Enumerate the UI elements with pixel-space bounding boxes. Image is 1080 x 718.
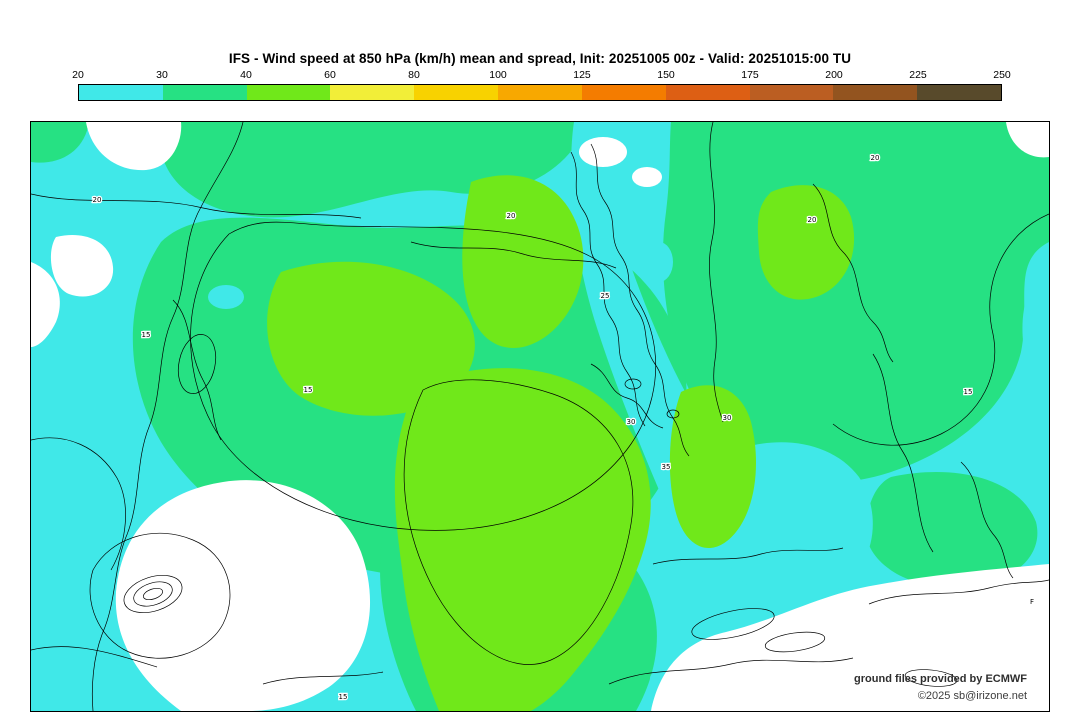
- contour-label: 25: [601, 292, 610, 300]
- colorbar-segment: [246, 85, 331, 100]
- map-panel: 20 15 15 15 20 25 30 35 30 20 20 15 F ground files p…: [30, 121, 1050, 712]
- colorbar-tick-label: 225: [909, 69, 927, 81]
- colorbar-tick-label: 250: [993, 69, 1011, 81]
- contour-label: F: [1030, 598, 1034, 606]
- map-title: IFS - Wind speed at 850 hPa (km/h) mean …: [228, 51, 852, 66]
- colorbar-tick-label: 20: [72, 69, 84, 81]
- colorbar-tick-label: 200: [825, 69, 843, 81]
- contour-label: 15: [304, 386, 313, 394]
- attribution-copyright: ©2025 sb@irizone.net: [917, 689, 1027, 702]
- colorbar-tick-label: 30: [156, 69, 168, 81]
- colorbar-ticks: 20 30 40 60 80 100 125 150 175 200 225 250: [72, 69, 1011, 82]
- contour-label: 30: [627, 418, 636, 426]
- contour-label: 20: [507, 212, 516, 220]
- colorbar-tick-label: 60: [324, 69, 336, 81]
- colorbar-segment: [162, 85, 247, 100]
- colorbar-tick-label: 150: [657, 69, 675, 81]
- attribution-source: ground files provided by ECMWF: [854, 672, 1027, 685]
- colorbar-segment: [330, 85, 415, 100]
- colorbar-tick-label: 100: [489, 69, 507, 81]
- colorbar-tick-label: 80: [408, 69, 420, 81]
- contour-label: 20: [808, 216, 817, 224]
- contour-label: 35: [662, 463, 671, 471]
- contour-label: 20: [871, 154, 880, 162]
- colorbar-segment: [414, 85, 499, 100]
- colorbar-segment: [917, 85, 1001, 100]
- colorbar-segment: [749, 85, 834, 100]
- colorbar-segment: [79, 85, 163, 100]
- colorbar: 20 30 40 60 80 100 125 150 175 200 225 250: [72, 69, 1011, 101]
- colorbar-segment: [833, 85, 918, 100]
- colorbar-tick-label: 125: [573, 69, 591, 81]
- contour-label: 15: [339, 693, 348, 701]
- colorbar-tick-label: 40: [240, 69, 252, 81]
- map-attribution: ground files provided by ECMWF ©2025 sb@…: [854, 671, 1027, 705]
- colorbar-segment: [665, 85, 750, 100]
- colorbar-segment: [498, 85, 582, 100]
- colorbar-segment: [581, 85, 666, 100]
- colorbar-bar: [78, 84, 1002, 101]
- wind-field-map: 20 15 15 15 20 25 30 35 30 20 20 15 F: [31, 122, 1049, 711]
- contour-label: 15: [142, 331, 151, 339]
- band-40-60-regions: [267, 175, 855, 711]
- contour-labels: 20 15 15 15 20 25 30 35 30 20 20 15 F: [91, 153, 1035, 703]
- contour-label: 30: [723, 414, 732, 422]
- colorbar-tick-label: 175: [741, 69, 759, 81]
- contour-lines: [31, 122, 1049, 711]
- contour-label: 20: [93, 196, 102, 204]
- contour-label: 15: [964, 388, 973, 396]
